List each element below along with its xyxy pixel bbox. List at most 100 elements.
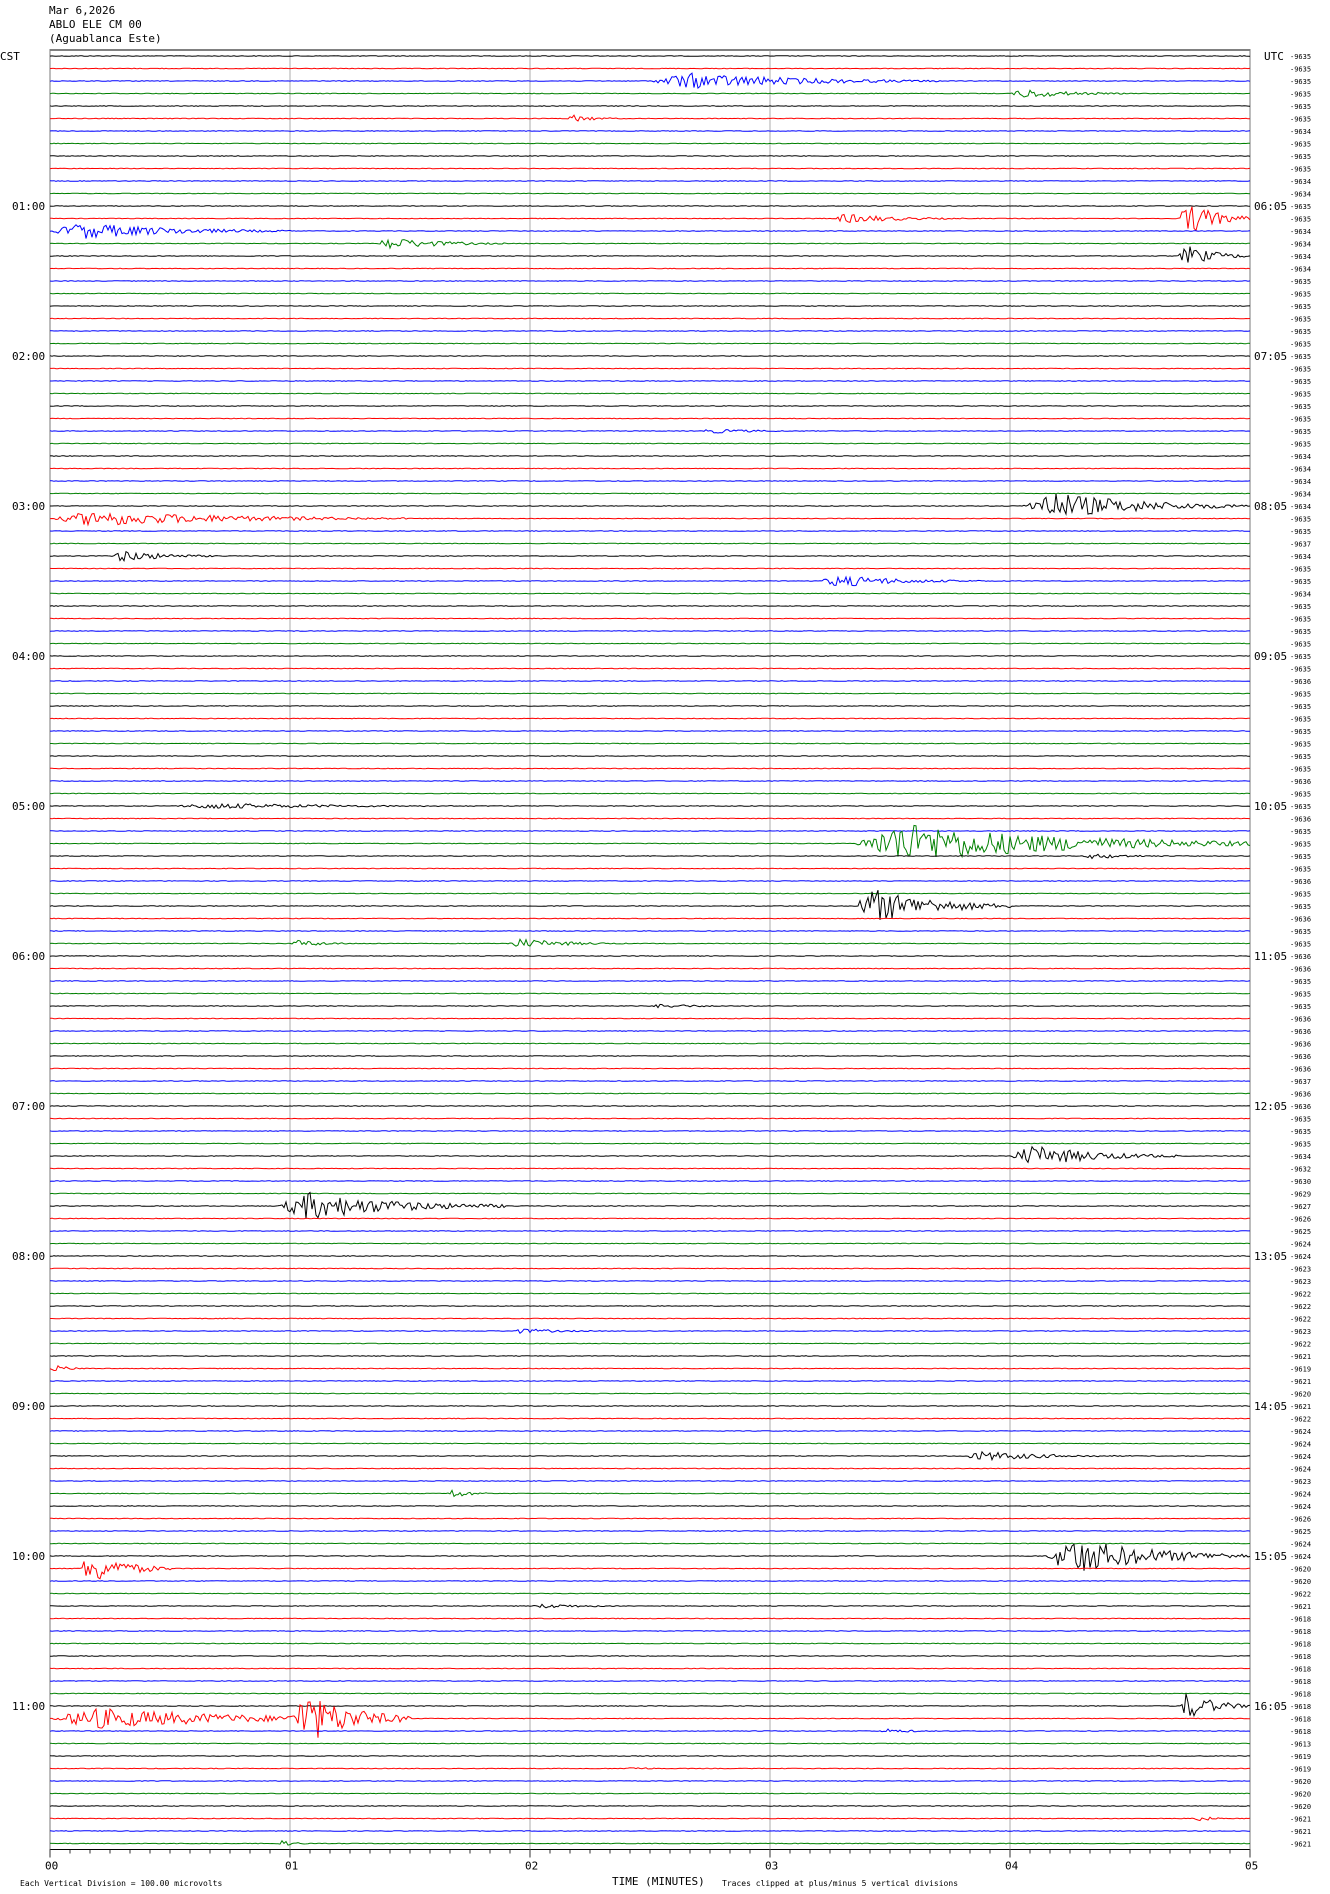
left-hour-label: 03:00 <box>12 500 45 513</box>
trace-offset-label: -9634 <box>1290 241 1311 249</box>
trace-134 <box>49 1728 1251 1733</box>
trace-offset-label: -9627 <box>1290 1203 1311 1211</box>
trace-offset-label: -9618 <box>1290 1616 1311 1624</box>
trace-offset-label: -9624 <box>1290 1503 1311 1511</box>
trace-offset-label: -9635 <box>1290 316 1311 324</box>
trace-offset-label: -9635 <box>1290 741 1311 749</box>
trace-26 <box>50 380 1251 382</box>
trace-offset-label: -9635 <box>1290 978 1311 986</box>
trace-121 <box>49 1561 1251 1580</box>
trace-offset-label: -9624 <box>1290 1541 1311 1549</box>
trace-offset-label: -9635 <box>1290 66 1311 74</box>
trace-54 <box>50 730 1250 732</box>
trace-41 <box>49 567 1251 570</box>
trace-28 <box>49 405 1251 407</box>
trace-offset-label: -9636 <box>1290 778 1311 786</box>
trace-offset-label: -9626 <box>1290 1216 1311 1224</box>
trace-141 <box>50 1816 1251 1822</box>
trace-11 <box>49 192 1251 195</box>
left-hour-label: 09:00 <box>12 1400 45 1413</box>
x-tick-label-05: 05 <box>1245 1860 1258 1873</box>
trace-offset-label: -9622 <box>1290 1316 1311 1324</box>
left-hour-label: 07:00 <box>12 1100 45 1113</box>
trace-15 <box>49 238 1250 250</box>
trace-69 <box>49 917 1251 920</box>
trace-8 <box>49 155 1251 157</box>
trace-offset-label: -9632 <box>1290 1166 1311 1174</box>
trace-136 <box>49 1755 1251 1757</box>
trace-89 <box>49 1167 1250 1170</box>
trace-offset-label: -9623 <box>1290 1278 1311 1286</box>
trace-offset-label: -9635 <box>1290 941 1311 949</box>
trace-100 <box>49 1305 1251 1307</box>
trace-offset-label: -9635 <box>1290 428 1311 436</box>
right-hour-label: 14:05 <box>1254 1400 1287 1413</box>
trace-offset-label: -9635 <box>1290 516 1311 524</box>
right-hour-label: 15:05 <box>1254 1550 1287 1563</box>
trace-132 <box>50 1693 1251 1718</box>
trace-offset-label: -9635 <box>1290 866 1311 874</box>
trace-offset-label: -9634 <box>1290 128 1311 136</box>
trace-29 <box>49 417 1251 420</box>
trace-123 <box>49 1592 1251 1595</box>
scale-note: Each Vertical Division = 100.00 microvol… <box>20 1879 222 1888</box>
trace-5 <box>49 114 1251 122</box>
trace-77 <box>50 1017 1251 1020</box>
trace-offset-label: -9635 <box>1290 1116 1311 1124</box>
trace-offset-label: -9635 <box>1290 928 1311 936</box>
trace-16 <box>50 246 1251 263</box>
trace-36 <box>50 493 1251 516</box>
trace-97 <box>49 1267 1251 1270</box>
trace-offset-label: -9621 <box>1290 1816 1311 1824</box>
trace-offset-label: -9622 <box>1290 1291 1311 1299</box>
trace-32 <box>49 455 1251 457</box>
trace-118 <box>49 1530 1251 1532</box>
trace-offset-label: -9619 <box>1290 1753 1311 1761</box>
trace-42 <box>50 575 1251 587</box>
trace-137 <box>49 1767 1250 1770</box>
trace-109 <box>49 1417 1251 1420</box>
trace-offset-label: -9635 <box>1290 216 1311 224</box>
trace-76 <box>49 1003 1251 1009</box>
trace-19 <box>49 292 1251 295</box>
right-hour-label: 16:05 <box>1254 1700 1287 1713</box>
trace-99 <box>49 1292 1250 1295</box>
trace-88 <box>49 1145 1251 1164</box>
trace-103 <box>49 1342 1251 1345</box>
trace-offset-label: -9618 <box>1290 1678 1311 1686</box>
right-hour-label: 08:05 <box>1254 500 1287 513</box>
trace-offset-label: -9634 <box>1290 453 1311 461</box>
trace-offset-label: -9635 <box>1290 766 1311 774</box>
trace-3 <box>49 89 1251 98</box>
trace-offset-label: -9635 <box>1290 841 1311 849</box>
trace-58 <box>49 780 1250 782</box>
trace-78 <box>50 1030 1251 1032</box>
trace-120 <box>49 1543 1251 1571</box>
left-hour-label: 04:00 <box>12 650 45 663</box>
trace-63 <box>50 824 1251 859</box>
trace-offset-label: -9618 <box>1290 1728 1311 1736</box>
x-tick-label-04: 04 <box>1005 1860 1019 1873</box>
trace-offset-label: -9635 <box>1290 166 1311 174</box>
trace-35 <box>49 492 1251 495</box>
trace-offset-label: -9635 <box>1290 1128 1311 1136</box>
trace-offset-label: -9622 <box>1290 1303 1311 1311</box>
trace-12 <box>49 205 1251 207</box>
trace-107 <box>50 1392 1251 1395</box>
trace-offset-label: -9624 <box>1290 1253 1311 1261</box>
trace-offset-label: -9635 <box>1290 1141 1311 1149</box>
trace-offset-label: -9635 <box>1290 753 1311 761</box>
trace-offset-label: -9635 <box>1290 691 1311 699</box>
x-tick-label-00: 00 <box>45 1860 58 1873</box>
trace-offset-label: -9621 <box>1290 1403 1311 1411</box>
trace-92 <box>49 1191 1251 1219</box>
trace-64 <box>49 853 1251 860</box>
trace-offset-label: -9637 <box>1290 541 1311 549</box>
trace-offset-label: -9634 <box>1290 228 1311 236</box>
trace-7 <box>49 142 1250 145</box>
trace-offset-label: -9636 <box>1290 1103 1311 1111</box>
trace-offset-label: -9635 <box>1290 566 1311 574</box>
trace-75 <box>49 992 1251 995</box>
x-tick-label-01: 01 <box>285 1860 298 1873</box>
trace-offset-label: -9634 <box>1290 503 1311 511</box>
